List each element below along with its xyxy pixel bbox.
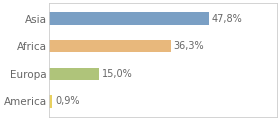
- Text: 15,0%: 15,0%: [102, 69, 133, 79]
- Bar: [49, 95, 52, 108]
- Bar: [49, 12, 209, 25]
- Bar: [49, 68, 99, 80]
- Text: 36,3%: 36,3%: [173, 41, 204, 51]
- Text: 47,8%: 47,8%: [212, 14, 242, 24]
- Bar: [49, 40, 171, 52]
- Text: 0,9%: 0,9%: [55, 96, 80, 106]
